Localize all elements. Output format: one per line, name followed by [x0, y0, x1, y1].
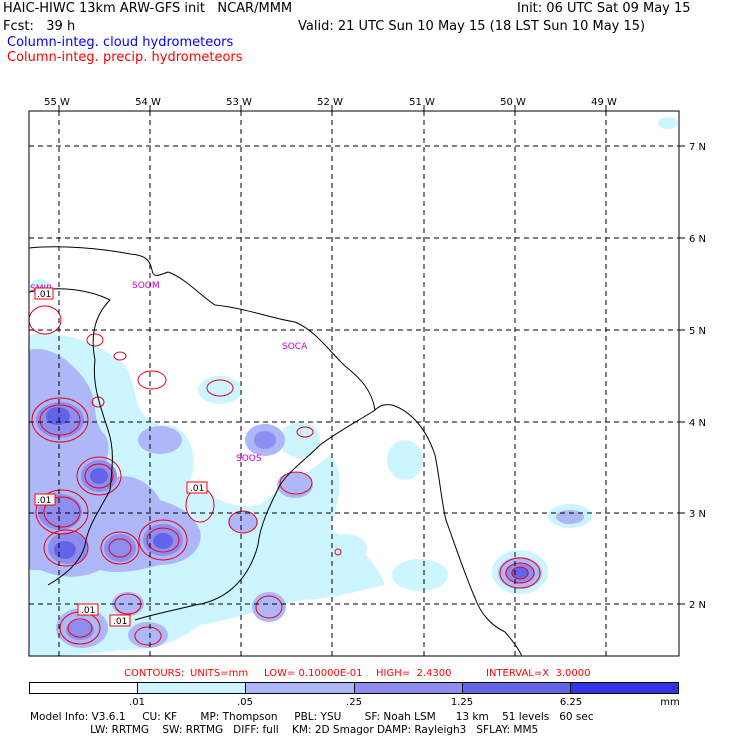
station-label-soos: SOOS — [236, 454, 262, 464]
precip-contours — [29, 305, 541, 646]
contour-label: .01 — [113, 617, 127, 627]
colorbar-label: .25 — [346, 697, 362, 708]
lat-lon-grid — [29, 111, 679, 656]
contour-value-labels: .01 .01 .01 .01 .01 — [34, 287, 208, 627]
colorbar-swatch — [30, 683, 139, 693]
lat-label: 2 N — [689, 600, 706, 611]
lat-label: 5 N — [689, 326, 706, 337]
model-info-line2: LW: RRTMG SW: RRTMG DIFF: full KM: 2D Sm… — [30, 724, 539, 736]
contours-label: CONTOURS: — [124, 668, 185, 679]
colorbar-units: mm — [660, 697, 680, 708]
legend-cloud-hydrometeors: Column-integ. cloud hydrometeors — [7, 35, 234, 50]
contour-label: .01 — [37, 290, 51, 300]
lon-label: 51 W — [409, 97, 435, 108]
lon-label: 55 W — [44, 97, 70, 108]
lat-label: 6 N — [689, 234, 706, 245]
colorbar-swatch — [354, 683, 463, 693]
valid-time: Valid: 21 UTC Sun 10 May 15 (18 LST Sun … — [298, 19, 646, 34]
station-label-soom: SOOM — [132, 281, 160, 291]
contour-label: .01 — [37, 496, 51, 506]
colorbar-swatch — [462, 683, 571, 693]
colorbar — [29, 682, 679, 694]
lon-label: 50 W — [500, 97, 526, 108]
colorbar-swatch — [570, 683, 679, 693]
colorbar-label: 6.25 — [559, 697, 583, 708]
colorbar-swatch — [246, 683, 355, 693]
lon-label: 53 W — [226, 97, 252, 108]
cloud-shading — [29, 117, 678, 656]
contour-label: .01 — [190, 484, 204, 494]
lon-label: 52 W — [317, 97, 343, 108]
lat-label: 3 N — [689, 509, 706, 520]
contour-label: .01 — [81, 606, 95, 616]
contours-low: LOW= 0.10000E-01 — [264, 668, 363, 679]
contours-units: UNITS=mm — [190, 668, 249, 679]
lat-label: 7 N — [689, 142, 706, 153]
forecast-hour: Fcst: 39 h — [3, 19, 76, 34]
init-time: Init: 06 UTC Sat 09 May 15 — [517, 1, 691, 16]
header-title: HAIC-HIWC 13km ARW-GFS init NCAR/MMM — [3, 1, 293, 16]
legend-precip-hydrometeors: Column-integ. precip. hydrometeors — [7, 50, 243, 65]
axis-ticks — [58, 105, 685, 605]
contours-high: HIGH= 2.4300 — [376, 668, 452, 679]
colorbar-swatch — [138, 683, 247, 693]
colorbar-label: .01 — [129, 697, 145, 708]
lon-label: 54 W — [135, 97, 161, 108]
map-frame — [28, 110, 680, 657]
station-label-soca: SOCA — [282, 342, 308, 352]
colorbar-label: 1.25 — [450, 697, 474, 708]
lon-label: 49 W — [591, 97, 617, 108]
contours-interval: INTERVAL=X 3.0000 — [486, 668, 591, 679]
colorbar-label: .05 — [237, 697, 253, 708]
model-info-line1: Model Info: V3.6.1 CU: KF MP: Thompson P… — [30, 711, 594, 723]
lat-label: 4 N — [689, 418, 706, 429]
